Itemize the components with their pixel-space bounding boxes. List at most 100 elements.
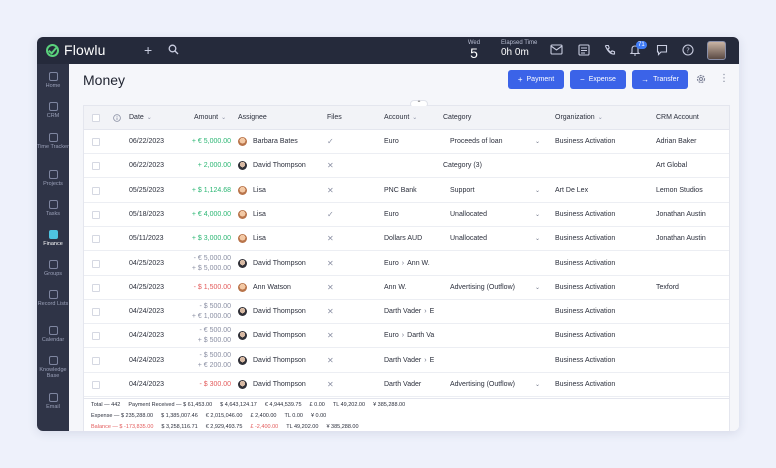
row-crm-account[interactable]: Lemon Studios	[656, 186, 703, 194]
sidebar-item-finance[interactable]: Finance	[37, 230, 69, 247]
mail-icon[interactable]	[550, 44, 563, 57]
sidebar-item-calendar[interactable]: Calendar	[37, 326, 69, 343]
sidebar-item-home[interactable]: Home	[37, 72, 69, 89]
sidebar-item-projects[interactable]: Projects	[37, 170, 69, 187]
chevron-down-icon[interactable]: ⌄	[535, 187, 541, 194]
row-account[interactable]: Darth Vader › E	[384, 308, 434, 315]
row-organization[interactable]: Business Activation	[555, 356, 616, 364]
row-organization[interactable]: Business Activation	[555, 283, 616, 291]
chevron-down-icon[interactable]: ⌄	[535, 139, 541, 145]
table-row[interactable]: 04/25/2023 - € 5,000.00 + $ 5,000.00 David …	[84, 252, 729, 276]
row-checkbox[interactable]	[92, 259, 100, 268]
column-header-amount[interactable]: Amount ⌄	[194, 114, 226, 121]
row-category[interactable]: Proceeds of loan	[450, 138, 503, 145]
row-assignee[interactable]: David Thompson	[253, 332, 306, 340]
row-assignee[interactable]: Lisa	[253, 186, 266, 194]
row-crm-account[interactable]: Adrian Baker	[656, 138, 697, 145]
add-expense-button[interactable]: − Expense	[570, 70, 626, 89]
table-row[interactable]: 04/24/2023 - € 500.00 + $ 500.00 David Thom…	[84, 324, 729, 349]
row-assignee[interactable]: David Thompson	[253, 162, 306, 170]
row-category[interactable]: Unallocated	[450, 235, 487, 243]
column-header-organization[interactable]: Organization ⌄	[555, 114, 603, 121]
row-checkbox[interactable]	[92, 235, 100, 244]
row-account[interactable]: Dollars AUD	[384, 235, 423, 243]
row-checkbox[interactable]	[92, 283, 100, 292]
table-row[interactable]: 04/24/2023 - $ 500.00 + € 1,000.00 David Th…	[84, 300, 729, 325]
row-category[interactable]: Advertising (Outflow)	[450, 283, 515, 291]
column-header-crm-account[interactable]: CRM Account	[656, 114, 699, 121]
table-row[interactable]: 06/22/2023 + 2,000.00 David Thompson ✕ Categ…	[84, 154, 729, 179]
row-account[interactable]: Euro	[384, 138, 399, 145]
row-category[interactable]: Unallocated	[450, 210, 487, 218]
column-header-account[interactable]: Account ⌄	[384, 114, 417, 121]
row-checkbox[interactable]	[92, 332, 100, 341]
row-account[interactable]: Darth Vader › E	[384, 357, 434, 364]
sidebar-item-crm[interactable]: CRM	[37, 102, 69, 119]
row-assignee[interactable]: David Thompson	[253, 381, 306, 388]
table-row[interactable]: 04/24/2023 - $ 500.00 + € 200.00 David Thom…	[84, 349, 729, 373]
select-all-checkbox[interactable]	[92, 114, 100, 122]
row-crm-account[interactable]: Jonathan Austin	[656, 235, 706, 243]
chevron-down-icon[interactable]: ⌄	[535, 284, 541, 291]
plus-icon[interactable]: +	[144, 42, 153, 58]
row-assignee[interactable]: Lisa	[253, 210, 266, 218]
more-vertical-icon[interactable]: ⋮	[719, 73, 729, 84]
column-header-files[interactable]: Files	[327, 114, 342, 121]
bell-icon[interactable]	[629, 44, 641, 58]
user-avatar[interactable]	[707, 41, 726, 60]
row-account[interactable]: Ann W.	[384, 283, 407, 291]
row-checkbox[interactable]	[92, 210, 100, 219]
add-transfer-button[interactable]: → Transfer	[632, 70, 688, 89]
sidebar-item-knowledge-base[interactable]: Knowledge Base	[37, 356, 69, 379]
table-row[interactable]: 06/22/2023 + € 5,000.00 Barbara Bates ✓ Euro…	[84, 130, 729, 154]
sidebar-item-groups[interactable]: Groups	[37, 260, 69, 277]
row-category[interactable]: Support	[450, 186, 475, 194]
table-row[interactable]: 05/18/2023 + € 4,000.00 Lisa ✓ Euro Unallocat…	[84, 203, 729, 227]
row-organization[interactable]: Art De Lex	[555, 186, 589, 194]
row-account[interactable]: PNC Bank	[384, 186, 417, 194]
sidebar-item-record-lists[interactable]: Record Lists	[37, 290, 69, 307]
logo[interactable]: Flowlu	[46, 42, 106, 58]
row-crm-account[interactable]: Texford	[656, 283, 679, 291]
row-checkbox[interactable]	[92, 138, 100, 146]
row-organization[interactable]: Business Activation	[555, 138, 616, 145]
sidebar-item-email[interactable]: Email	[37, 393, 69, 410]
row-organization[interactable]: Business Activation	[555, 332, 616, 340]
row-account[interactable]: Euro › Darth Va	[384, 332, 434, 339]
sidebar-item-time-tracker[interactable]: Time Tracker	[37, 133, 69, 150]
row-category[interactable]: Category (3)	[443, 162, 482, 170]
phone-icon[interactable]	[604, 44, 616, 58]
table-row[interactable]: 05/11/2023 + $ 3,000.00 Lisa ✕ Dollars AUD Un…	[84, 227, 729, 252]
column-header-assignee[interactable]: Assignee	[238, 114, 267, 121]
row-account[interactable]: Darth Vader	[384, 381, 422, 388]
chat-icon[interactable]	[656, 44, 668, 58]
table-row[interactable]: 05/25/2023 + $ 1,124.68 Lisa ✕ PNC Bank Suppo…	[84, 179, 729, 203]
notes-icon[interactable]	[578, 44, 590, 58]
table-row[interactable]: 04/25/2023 - $ 1,500.00 Ann Watson ✕ Ann W. A…	[84, 276, 729, 300]
chevron-down-icon[interactable]: ⌄	[535, 236, 541, 243]
row-assignee[interactable]: David Thompson	[253, 308, 306, 316]
row-crm-account[interactable]: Art Global	[656, 162, 688, 170]
chevron-down-icon[interactable]: ⌄	[535, 211, 541, 218]
column-header-category[interactable]: Category	[443, 114, 472, 121]
help-icon[interactable]: ?	[682, 44, 694, 58]
column-header-date[interactable]: Date ⌄	[129, 114, 152, 121]
row-checkbox[interactable]	[92, 381, 100, 389]
row-organization[interactable]: Business Activation	[555, 259, 616, 267]
row-organization[interactable]: Business Activation	[555, 235, 616, 243]
row-organization[interactable]: Business Activation	[555, 308, 616, 316]
row-checkbox[interactable]	[92, 186, 100, 195]
row-organization[interactable]: Business Activation	[555, 210, 616, 218]
search-icon[interactable]	[168, 44, 179, 57]
gear-icon[interactable]	[695, 73, 707, 88]
row-assignee[interactable]: David Thompson	[253, 356, 306, 364]
row-checkbox[interactable]	[92, 356, 100, 365]
row-organization[interactable]: Business Activation	[555, 381, 616, 388]
row-checkbox[interactable]	[92, 308, 100, 317]
add-payment-button[interactable]: + Payment	[508, 70, 564, 89]
row-crm-account[interactable]: Jonathan Austin	[656, 210, 706, 218]
chevron-down-icon[interactable]: ⌄	[535, 382, 541, 388]
table-row[interactable]: 04/24/2023 - $ 300.00 David Thompson ✕ Darth…	[84, 373, 729, 397]
row-account[interactable]: Euro	[384, 210, 399, 218]
row-category[interactable]: Advertising (Outflow)	[450, 381, 515, 388]
